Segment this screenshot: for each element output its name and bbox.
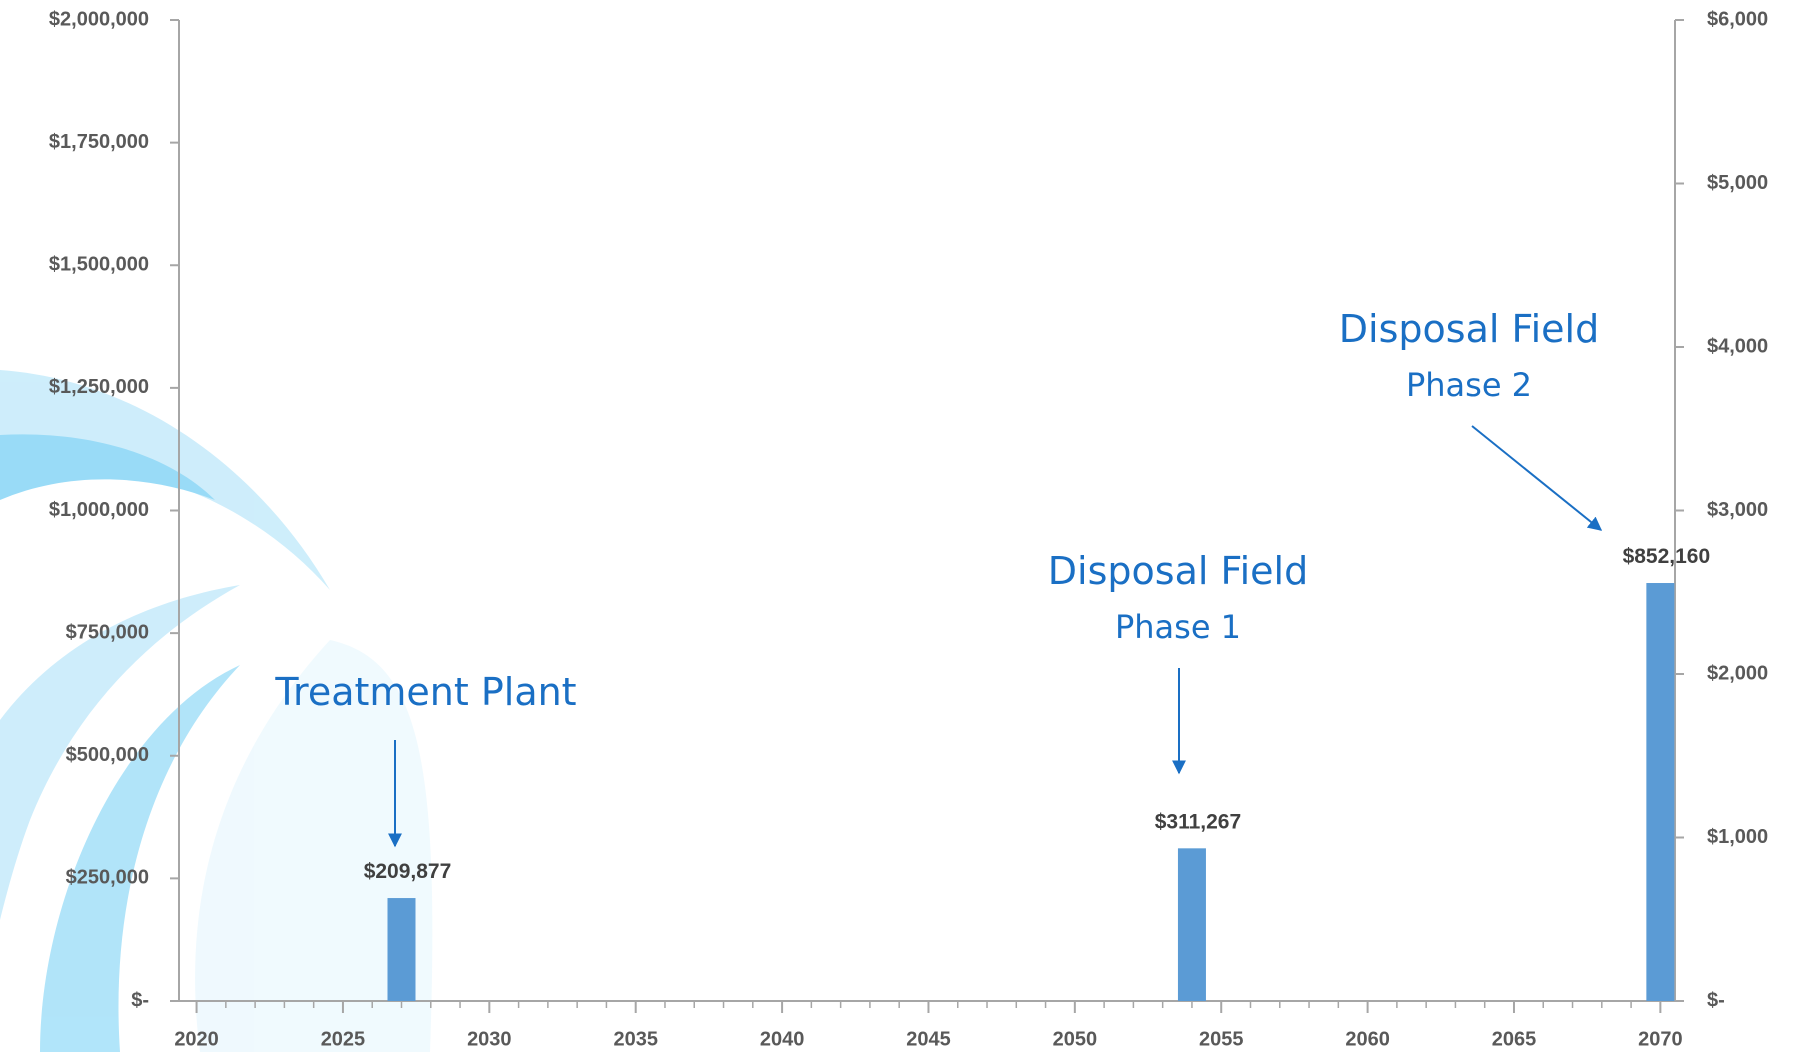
axes: $- $250,000 $500,000 $750,000 $1,000,000 $1,2… (49, 8, 1768, 1050)
y-tick-label: $1,250,000 (49, 376, 149, 398)
annotation-subtitle: Phase 1 (1115, 608, 1241, 646)
bar (387, 898, 416, 1001)
y2-tick-label: $1,000 (1707, 826, 1768, 848)
y-tick-label: $250,000 (66, 867, 149, 889)
y2-tick-label: $5,000 (1707, 172, 1768, 194)
value-label: $311,267 (1155, 810, 1241, 833)
y2-tick-label: $4,000 (1707, 335, 1768, 357)
x-tick-label: 2025 (321, 1028, 366, 1050)
annotation-title: Treatment Plant (274, 670, 576, 714)
x-tick-label: 2070 (1638, 1028, 1683, 1050)
annotation-title: Disposal Field (1339, 307, 1599, 351)
x-tick-label: 2060 (1345, 1028, 1390, 1050)
background-swirl (0, 370, 433, 1052)
bar (1177, 848, 1206, 1001)
value-label: $852,160 (1623, 545, 1711, 568)
annotation-subtitle: Phase 2 (1406, 366, 1532, 404)
y2-tick-label: $- (1707, 989, 1725, 1011)
y-tick-label: $1,750,000 (49, 131, 149, 153)
y-tick-label: $1,000,000 (49, 499, 149, 521)
x-tick-label: 2050 (1053, 1028, 1098, 1050)
annotation-title: Disposal Field (1048, 549, 1308, 593)
y-tick-label: $- (131, 989, 149, 1011)
x-tick-label: 2040 (760, 1028, 805, 1050)
marks: $209,877 $311,267 $852,160 Treatment Plant D… (274, 307, 1710, 1001)
x-tick-label: 2030 (467, 1028, 512, 1050)
y-tick-label: $500,000 (66, 744, 149, 766)
y2-tick-label: $2,000 (1707, 662, 1768, 684)
y-tick-label: $2,000,000 (49, 8, 149, 30)
y2-tick-label: $6,000 (1707, 8, 1768, 30)
annotation-arrow (1471, 425, 1603, 531)
x-tick-label: 2045 (906, 1028, 951, 1050)
x-tick-label: 2055 (1199, 1028, 1244, 1050)
y-tick-label: $750,000 (66, 621, 149, 643)
x-tick-label: 2065 (1492, 1028, 1537, 1050)
y-tick-label: $1,500,000 (49, 254, 149, 276)
y2-tick-label: $3,000 (1707, 499, 1768, 521)
value-label: $209,877 (364, 860, 452, 883)
bar (1646, 583, 1675, 1001)
x-tick-label: 2035 (613, 1028, 658, 1050)
x-tick-label: 2020 (174, 1028, 219, 1050)
